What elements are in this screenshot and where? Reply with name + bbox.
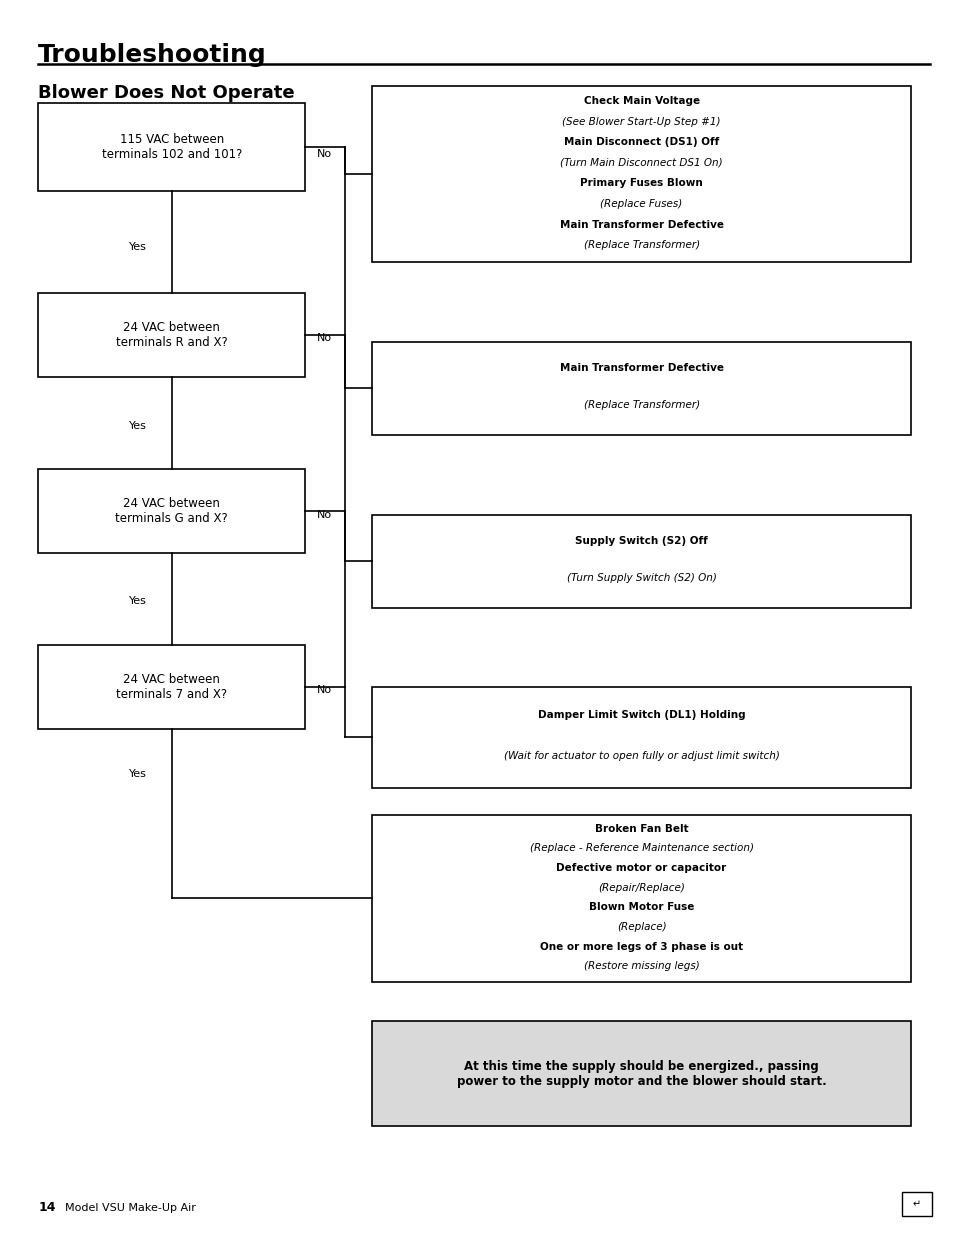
Text: Troubleshooting: Troubleshooting [38, 43, 267, 67]
Text: Defective motor or capacitor: Defective motor or capacitor [556, 863, 726, 873]
Text: (Replace Transformer): (Replace Transformer) [583, 400, 699, 410]
Text: Main Disconnect (DS1) Off: Main Disconnect (DS1) Off [563, 137, 719, 147]
FancyBboxPatch shape [372, 86, 910, 262]
Text: Yes: Yes [129, 242, 147, 252]
FancyBboxPatch shape [38, 103, 305, 191]
Text: ↵: ↵ [912, 1199, 920, 1209]
Text: One or more legs of 3 phase is out: One or more legs of 3 phase is out [539, 941, 742, 951]
Text: (See Blower Start-Up Step #1): (See Blower Start-Up Step #1) [561, 116, 720, 126]
FancyBboxPatch shape [38, 469, 305, 553]
Text: (Restore missing legs): (Restore missing legs) [583, 961, 699, 971]
FancyBboxPatch shape [372, 342, 910, 435]
Text: (Wait for actuator to open fully or adjust limit switch): (Wait for actuator to open fully or adju… [503, 751, 779, 761]
Text: Main Transformer Defective: Main Transformer Defective [559, 363, 722, 373]
Text: No: No [316, 685, 332, 695]
Text: Blown Motor Fuse: Blown Motor Fuse [588, 903, 694, 913]
Text: Damper Limit Switch (DL1) Holding: Damper Limit Switch (DL1) Holding [537, 710, 744, 720]
Text: Blower Does Not Operate: Blower Does Not Operate [38, 84, 294, 103]
Text: Primary Fuses Blown: Primary Fuses Blown [579, 178, 702, 189]
Text: No: No [316, 510, 332, 520]
Text: Yes: Yes [129, 597, 147, 606]
Text: (Turn Supply Switch (S2) On): (Turn Supply Switch (S2) On) [566, 573, 716, 583]
Text: Yes: Yes [129, 421, 147, 431]
Text: No: No [316, 333, 332, 343]
Text: At this time the supply should be energized., passing
power to the supply motor : At this time the supply should be energi… [456, 1060, 825, 1088]
Text: 14: 14 [38, 1202, 55, 1214]
Text: (Replace): (Replace) [616, 921, 666, 932]
Text: (Repair/Replace): (Repair/Replace) [598, 883, 684, 893]
FancyBboxPatch shape [901, 1192, 931, 1216]
FancyBboxPatch shape [38, 645, 305, 729]
Text: No: No [316, 149, 332, 159]
Text: (Replace Transformer): (Replace Transformer) [583, 241, 699, 251]
FancyBboxPatch shape [38, 293, 305, 377]
Text: (Replace - Reference Maintenance section): (Replace - Reference Maintenance section… [529, 844, 753, 853]
Text: Check Main Voltage: Check Main Voltage [583, 96, 699, 106]
Text: Main Transformer Defective: Main Transformer Defective [559, 220, 722, 230]
FancyBboxPatch shape [372, 515, 910, 608]
Text: Broken Fan Belt: Broken Fan Belt [594, 824, 688, 834]
Text: 24 VAC between
terminals 7 and X?: 24 VAC between terminals 7 and X? [116, 673, 227, 700]
FancyBboxPatch shape [372, 815, 910, 982]
Text: Model VSU Make-Up Air: Model VSU Make-Up Air [65, 1203, 195, 1213]
Text: (Replace Fuses): (Replace Fuses) [599, 199, 682, 209]
Text: Yes: Yes [129, 769, 147, 779]
Text: 24 VAC between
terminals R and X?: 24 VAC between terminals R and X? [115, 321, 228, 348]
Text: (Turn Main Disconnect DS1 On): (Turn Main Disconnect DS1 On) [559, 158, 722, 168]
FancyBboxPatch shape [372, 1021, 910, 1126]
Text: Supply Switch (S2) Off: Supply Switch (S2) Off [575, 536, 707, 546]
Text: 115 VAC between
terminals 102 and 101?: 115 VAC between terminals 102 and 101? [101, 133, 242, 161]
FancyBboxPatch shape [372, 687, 910, 788]
Text: 24 VAC between
terminals G and X?: 24 VAC between terminals G and X? [115, 498, 228, 525]
